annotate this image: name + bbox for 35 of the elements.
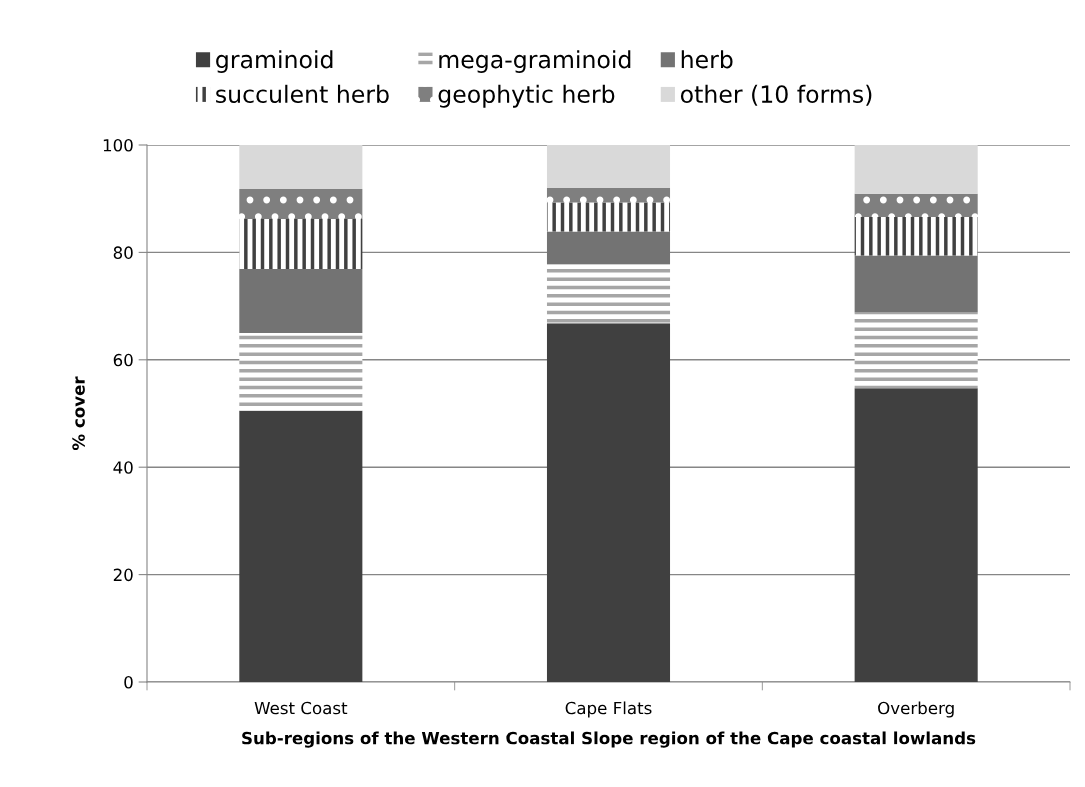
bar [854,255,978,313]
bar [546,264,671,324]
x-tick-label: West Coast [254,701,348,715]
y-tick-label: 20 [113,568,133,582]
bar [546,323,671,682]
bar [239,189,363,220]
y-tick-label: 0 [124,675,133,689]
bar [546,202,671,232]
bar [854,216,978,256]
legend-label: succulent herb [216,84,389,104]
bar [239,269,363,333]
legend-label: graminoid [216,50,333,73]
legend-label: mega-graminoid [439,50,631,73]
y-tick-label: 80 [113,246,133,259]
y-tick-label: 60 [113,353,133,367]
x-tick-label: Overberg [878,701,954,718]
bar [854,193,978,217]
bar [239,332,363,411]
y-tick-label: 40 [113,461,133,474]
bar [854,388,978,682]
y-tick-label: 100 [103,138,133,152]
bar [239,145,363,190]
bar [239,219,363,270]
bar [854,312,978,389]
x-axis-title: Sub-regions of the Western Coastal Slope region of the Cape coastal lowlands [242,731,976,748]
legend-label: herb [681,50,733,69]
x-tick-label: Cape Flats [565,701,652,718]
bar [546,231,671,265]
y-axis-title: % cover [72,376,85,451]
bar [239,410,363,682]
bar [854,145,978,194]
legend-label: other (10 forms) [680,84,872,106]
bar [546,187,671,203]
bar [546,145,671,188]
legend-label: geophytic herb [438,84,615,108]
